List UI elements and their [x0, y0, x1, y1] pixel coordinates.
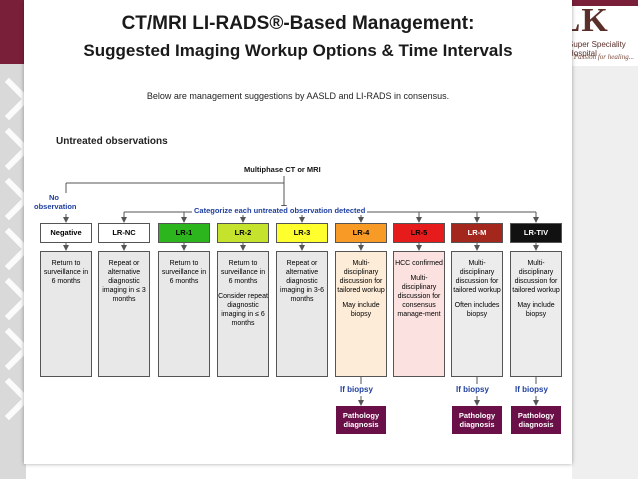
- category-body-negative: Return to surveillance in 6 months: [40, 251, 92, 377]
- category-header-lr-5: LR-5: [393, 223, 445, 243]
- if-biopsy-label-lr-tiv: If biopsy: [515, 385, 548, 394]
- management-text: Return to surveillance in 6 months: [220, 260, 266, 285]
- management-text: Multi-disciplinary discussion for tailor…: [512, 260, 560, 294]
- category-header-lr-m: LR-M: [451, 223, 503, 243]
- category-body-lr-m: Multi-disciplinary discussion for tailor…: [451, 251, 503, 377]
- biopsy-arrows: [358, 377, 539, 406]
- no-observation-label: No observation: [34, 193, 77, 211]
- section-title: Untreated observations: [56, 136, 168, 147]
- management-text: HCC confirmed: [395, 260, 443, 267]
- left-decoration: [0, 64, 26, 479]
- management-text: Consider repeat diagnostic imaging in ≤ …: [218, 293, 268, 327]
- slide: CT/MRI LI-RADS®-Based Management: Sugges…: [24, 0, 572, 464]
- if-biopsy-label-lr-4: If biopsy: [340, 385, 373, 394]
- management-text: Repeat or alternative diagnostic imaging…: [280, 260, 324, 303]
- category-header-lr-4: LR-4: [335, 223, 387, 243]
- category-body-lr-5: HCC confirmed Multi-disciplinary discuss…: [393, 251, 445, 377]
- slide-title-line1: CT/MRI LI-RADS®-Based Management:: [121, 13, 475, 34]
- management-text: Return to surveillance in 6 months: [43, 260, 89, 285]
- header-body-arrows: [63, 243, 539, 251]
- category-header-negative: Negative: [40, 223, 92, 243]
- category-header-lr-1: LR-1: [158, 223, 210, 243]
- if-biopsy-label-lr-m: If biopsy: [456, 385, 489, 394]
- category-body-lr-4: Multi-disciplinary discussion for tailor…: [335, 251, 387, 377]
- category-header-lr-2: LR-2: [217, 223, 269, 243]
- management-text: Often includes biopsy: [454, 302, 500, 318]
- category-header-lr-tiv: LR-TIV: [510, 223, 562, 243]
- management-text: Multi-disciplinary discussion for tailor…: [337, 260, 385, 294]
- logo-subtitle: Super Speciality Hospital: [568, 40, 626, 58]
- management-text: Multi-disciplinary discussion for consen…: [397, 275, 441, 318]
- pathology-box-lr-tiv: Pathology diagnosis: [511, 406, 561, 434]
- pathology-box-lr-m: Pathology diagnosis: [452, 406, 502, 434]
- category-header-lr-nc: LR-NC: [98, 223, 150, 243]
- management-text: Multi-disciplinary discussion for tailor…: [453, 260, 501, 294]
- slide-subtitle: Below are management suggestions by AASL…: [146, 91, 450, 101]
- management-text: Return to surveillance in 6 months: [161, 260, 207, 285]
- right-decoration: [572, 64, 638, 479]
- category-body-lr-2: Return to surveillance in 6 months Consi…: [217, 251, 269, 377]
- category-body-lr-1: Return to surveillance in 6 months: [158, 251, 210, 377]
- category-header-lr-3: LR-3: [276, 223, 328, 243]
- pathology-box-lr-4: Pathology diagnosis: [336, 406, 386, 434]
- category-body-lr-tiv: Multi-disciplinary discussion for tailor…: [510, 251, 562, 377]
- logo-tagline: A Passion for healing...: [568, 53, 634, 61]
- management-text: Repeat or alternative diagnostic imaging…: [102, 260, 146, 303]
- management-text: May include biopsy: [517, 302, 555, 318]
- root-node: Multiphase CT or MRI: [244, 165, 321, 174]
- category-body-lr-nc: Repeat or alternative diagnostic imaging…: [98, 251, 150, 377]
- category-body-lr-3: Repeat or alternative diagnostic imaging…: [276, 251, 328, 377]
- management-text: May include biopsy: [342, 302, 380, 318]
- slide-title-line2: Suggested Imaging Workup Options & Time …: [83, 41, 513, 60]
- categorize-label: Categorize each untreated observation de…: [192, 206, 368, 215]
